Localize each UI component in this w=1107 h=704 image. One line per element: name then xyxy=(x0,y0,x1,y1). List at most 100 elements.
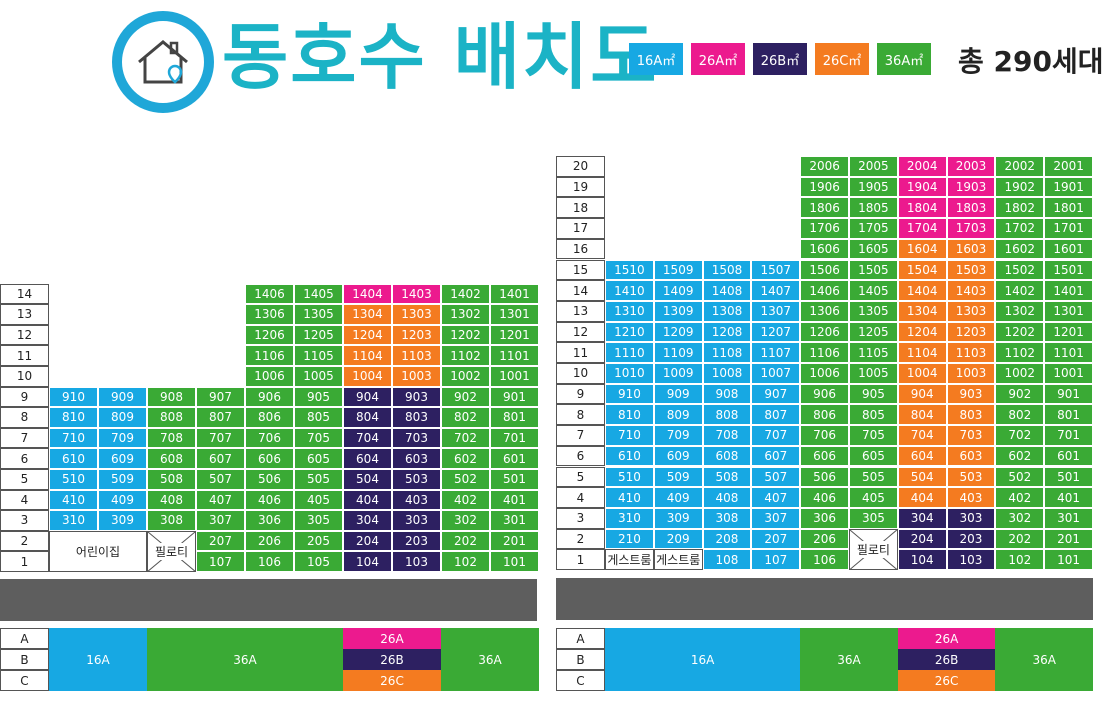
unit-402: 402 xyxy=(995,487,1045,508)
unit-1606: 1606 xyxy=(800,238,849,260)
line-36A-right: 36A xyxy=(995,628,1093,691)
unit-1004: 1004 xyxy=(897,363,947,384)
unit-1109: 1109 xyxy=(653,342,703,363)
unit-701: 701 xyxy=(490,427,539,449)
unit-707: 707 xyxy=(196,427,245,449)
unit-105: 105 xyxy=(294,551,343,572)
unit-509: 509 xyxy=(98,469,147,490)
unit-503: 503 xyxy=(946,466,996,488)
unit-1704: 1704 xyxy=(897,218,947,239)
unit-602: 602 xyxy=(995,445,1045,467)
unit-909: 909 xyxy=(653,383,703,405)
unit-1203: 1203 xyxy=(392,324,441,346)
unit-1005: 1005 xyxy=(294,366,343,387)
unit-705: 705 xyxy=(294,427,343,449)
unit-1905: 1905 xyxy=(849,176,898,198)
floor-label: 10 xyxy=(556,363,605,384)
unit-204: 204 xyxy=(343,530,392,552)
unit-710: 710 xyxy=(49,427,98,449)
guest-room-label: 게스트룸 xyxy=(653,549,703,570)
unit-206: 206 xyxy=(245,530,294,552)
unit-809: 809 xyxy=(98,407,147,428)
line-16A: 16A xyxy=(605,628,801,691)
unit-905: 905 xyxy=(294,386,343,408)
unit-603: 603 xyxy=(946,445,996,467)
unit-701: 701 xyxy=(1044,425,1093,446)
unit-1204: 1204 xyxy=(343,324,392,346)
unit-409: 409 xyxy=(653,487,703,508)
unit-305: 305 xyxy=(294,510,343,531)
unit-1106: 1106 xyxy=(245,345,294,366)
unit-1310: 1310 xyxy=(605,300,654,322)
unit-404: 404 xyxy=(897,487,947,508)
unit-901: 901 xyxy=(490,386,539,408)
unit-1208: 1208 xyxy=(702,321,752,343)
unit-108: 108 xyxy=(702,549,752,570)
unit-804: 804 xyxy=(343,407,392,428)
piloti-label: 필로티 xyxy=(856,540,890,558)
unit-709: 709 xyxy=(98,427,147,449)
line-row-label: B xyxy=(556,649,605,670)
floor-label: 13 xyxy=(556,300,605,322)
unit-607: 607 xyxy=(196,448,245,469)
unit-1406: 1406 xyxy=(245,283,294,305)
unit-309: 309 xyxy=(653,507,703,529)
unit-2003: 2003 xyxy=(946,156,996,177)
unit-1006: 1006 xyxy=(245,366,294,387)
unit-503: 503 xyxy=(392,469,441,490)
unit-210: 210 xyxy=(605,528,654,550)
unit-807: 807 xyxy=(751,404,801,426)
unit-603: 603 xyxy=(392,448,441,469)
unit-406: 406 xyxy=(245,489,294,511)
unit-201: 201 xyxy=(490,530,539,552)
unit-404: 404 xyxy=(343,489,392,511)
unit-508: 508 xyxy=(702,466,752,488)
unit-1504: 1504 xyxy=(897,259,947,281)
unit-1302: 1302 xyxy=(441,304,490,325)
unit-1401: 1401 xyxy=(490,283,539,305)
unit-308: 308 xyxy=(702,507,752,529)
unit-709: 709 xyxy=(653,425,703,446)
legend-item-36A: 36A㎡ xyxy=(877,43,931,75)
unit-1508: 1508 xyxy=(702,259,752,281)
unit-203: 203 xyxy=(392,530,441,552)
unit-401: 401 xyxy=(1044,487,1093,508)
unit-1805: 1805 xyxy=(849,197,898,219)
unit-303: 303 xyxy=(392,510,441,531)
unit-1308: 1308 xyxy=(702,300,752,322)
legend-item-16A: 16A㎡ xyxy=(629,43,683,75)
floor-label: 10 xyxy=(0,366,49,387)
building-name-bar xyxy=(0,579,537,621)
unit-1404: 1404 xyxy=(897,280,947,301)
unit-604: 604 xyxy=(343,448,392,469)
unit-707: 707 xyxy=(751,425,801,446)
unit-1604: 1604 xyxy=(897,238,947,260)
unit-1101: 1101 xyxy=(490,345,539,366)
unit-506: 506 xyxy=(800,466,849,488)
unit-1202: 1202 xyxy=(995,321,1045,343)
unit-1107: 1107 xyxy=(751,342,801,363)
unit-710: 710 xyxy=(605,425,654,446)
floor-label: 18 xyxy=(556,197,605,219)
unit-307: 307 xyxy=(751,507,801,529)
unit-1001: 1001 xyxy=(490,366,539,387)
unit-1402: 1402 xyxy=(995,280,1045,301)
line-26B: 26B xyxy=(343,649,441,670)
unit-808: 808 xyxy=(147,407,196,428)
unit-403: 403 xyxy=(392,489,441,511)
unit-202: 202 xyxy=(995,528,1045,550)
unit-1510: 1510 xyxy=(605,259,654,281)
unit-103: 103 xyxy=(946,549,996,570)
unit-901: 901 xyxy=(1044,383,1093,405)
floor-label: 7 xyxy=(556,425,605,446)
unit-802: 802 xyxy=(441,407,490,428)
line-26C: 26C xyxy=(897,670,996,691)
line-row-label: A xyxy=(0,628,49,649)
unit-402: 402 xyxy=(441,489,490,511)
unit-1003: 1003 xyxy=(946,363,996,384)
floor-label: 4 xyxy=(0,489,49,511)
unit-1007: 1007 xyxy=(751,363,801,384)
unit-601: 601 xyxy=(490,448,539,469)
unit-510: 510 xyxy=(605,466,654,488)
unit-1206: 1206 xyxy=(245,324,294,346)
